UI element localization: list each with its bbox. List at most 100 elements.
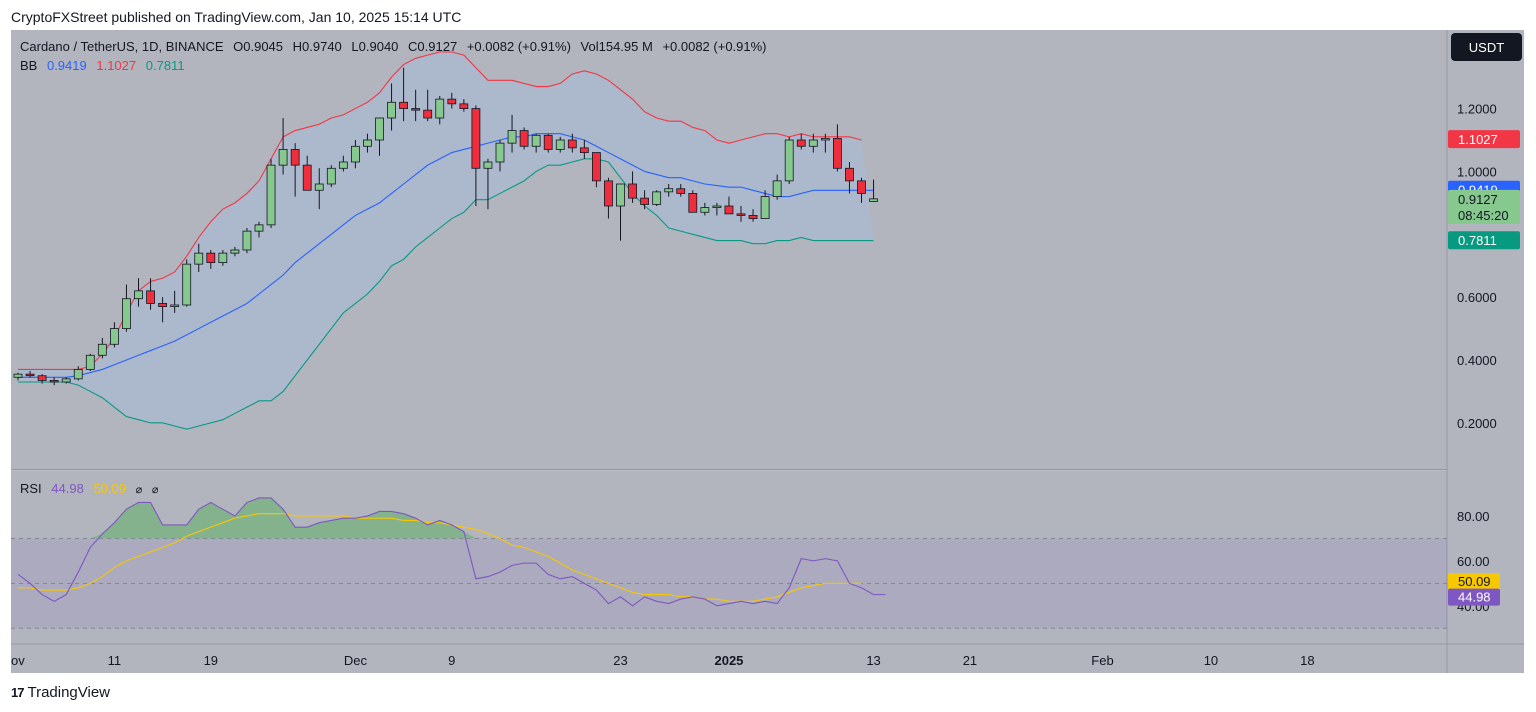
rsi-value: 44.98	[51, 481, 84, 496]
symbol-label[interactable]: Cardano / TetherUS, 1D, BINANCE	[20, 39, 224, 54]
candle-body	[182, 263, 192, 306]
candle-body	[483, 161, 493, 169]
currency-button[interactable]: USDT	[1451, 33, 1522, 61]
candle-body	[495, 142, 505, 163]
candle-body	[37, 375, 47, 381]
candle-body	[314, 183, 324, 191]
time-axis-bg	[11, 644, 1447, 673]
rsi-line	[17, 497, 886, 607]
candle-body	[724, 205, 734, 215]
price-label-bg	[1448, 231, 1520, 250]
candle-body	[423, 109, 433, 119]
candle-body	[459, 103, 469, 109]
candle-body	[375, 117, 384, 141]
candle-body	[49, 380, 59, 383]
candle-body	[218, 252, 228, 263]
price-tick-label: 0.4000	[1457, 353, 1497, 368]
candle-body	[712, 205, 722, 208]
candle-body	[567, 139, 577, 149]
tradingview-logo-icon: 17	[11, 685, 25, 700]
rsi-legend[interactable]: RSI 44.98 50.09 ⌀ ⌀	[20, 481, 165, 496]
candle-body	[748, 215, 758, 219]
time-tick-label: 21	[963, 653, 977, 668]
candle-body	[73, 369, 83, 380]
candle-body	[242, 230, 252, 251]
candle-body	[206, 252, 216, 263]
candle-body	[85, 354, 95, 370]
bb-mid-line	[18, 133, 874, 378]
rsi-band	[11, 538, 1447, 629]
bb-upper-value: 1.1027	[96, 58, 137, 73]
candle-body	[278, 149, 288, 166]
rsi-pane-bg	[11, 471, 1447, 644]
rsi-ma-line	[18, 513, 862, 602]
price-label-bg	[1448, 130, 1520, 149]
candle-body	[254, 224, 264, 232]
time-tick-label: 18	[1300, 653, 1314, 668]
time-tick-label: ov	[11, 653, 25, 668]
price-label: 0.7811	[1458, 233, 1497, 248]
time-tick-label: 2025	[714, 653, 743, 668]
candle-body	[808, 139, 818, 147]
close-value: C0.9127	[408, 39, 458, 54]
candle-body	[471, 108, 481, 169]
hidden-input-icon: ⌀	[135, 484, 143, 496]
published-info: CryptoFXStreet published on TradingView.…	[11, 9, 462, 25]
candle-body	[194, 252, 204, 265]
candle-body	[796, 139, 806, 147]
candle-body	[97, 343, 107, 356]
candle-body	[736, 213, 746, 216]
candle-body	[845, 167, 854, 182]
price-tick-label: 1.2000	[1457, 102, 1497, 117]
high-value: H0.9740	[292, 39, 342, 54]
candle-body	[616, 183, 625, 207]
candle-body	[519, 130, 529, 147]
tradingview-footer[interactable]: 17 TradingView	[11, 684, 110, 701]
countdown-label: 08:45:20	[1458, 208, 1509, 223]
time-tick-label: 11	[108, 653, 122, 668]
candle-body	[122, 298, 131, 329]
candle-body	[326, 167, 336, 185]
candle-body	[13, 373, 23, 378]
rsi-tick-label: 60.00	[1457, 554, 1490, 569]
candle-body	[435, 98, 445, 119]
candle-body	[61, 378, 71, 383]
price-tick-label: 0.2000	[1457, 416, 1497, 431]
candle-body	[628, 183, 637, 199]
candle-body	[640, 197, 649, 205]
candles-group	[13, 67, 878, 386]
candle-body	[531, 134, 541, 147]
rsi-label: RSI	[20, 481, 42, 496]
candle-body	[230, 249, 240, 254]
candle-body	[411, 108, 421, 111]
rsi-tick-label: 80.00	[1457, 509, 1490, 524]
price-label-bg	[1448, 189, 1520, 224]
candle-body	[110, 328, 119, 345]
time-tick-label: 9	[448, 653, 455, 668]
bb-mid-value: 0.9419	[46, 58, 87, 73]
low-value: L0.9040	[351, 39, 399, 54]
rsi-ma-price-label: 50.09	[1458, 574, 1491, 589]
hidden-input-icon-2: ⌀	[151, 484, 159, 496]
price-tick-label: 1.0000	[1457, 164, 1497, 179]
candle-body	[784, 139, 794, 182]
bb-legend[interactable]: BB 0.9419 1.1027 0.7811	[20, 58, 191, 73]
candle-body	[266, 164, 276, 226]
candle-body	[387, 101, 396, 119]
candle-body	[158, 303, 168, 307]
candle-body	[700, 207, 710, 213]
time-tick-label: 19	[204, 653, 218, 668]
candle-body	[833, 138, 842, 169]
candle-body	[338, 161, 348, 169]
price-label: 1.1027	[1458, 132, 1498, 147]
candle-body	[592, 152, 601, 182]
bb-band-fill	[18, 52, 874, 430]
candle-body	[869, 198, 878, 202]
price-label: 0.9127	[1458, 192, 1498, 207]
rsi-price-label-bg	[1448, 588, 1500, 606]
price-tick-label: 0.6000	[1457, 290, 1497, 305]
open-value: O0.9045	[233, 39, 284, 54]
candle-body	[447, 98, 457, 105]
candle-body	[350, 145, 360, 163]
